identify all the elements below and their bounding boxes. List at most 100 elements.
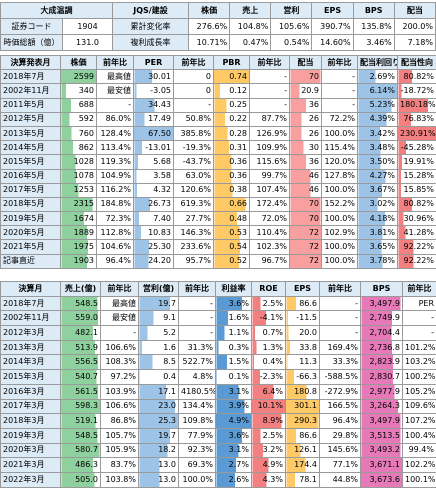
cell: 100.2% <box>402 369 436 385</box>
cell: 100.1% <box>402 471 436 488</box>
cell: 29.8% <box>319 427 361 444</box>
cell: 96.4% <box>319 413 361 429</box>
cell: 580.7 <box>60 442 101 459</box>
cell: 3.6% <box>215 427 252 444</box>
cell: 174.4 <box>285 457 320 473</box>
cell: 134.4% <box>178 398 216 415</box>
cell: 505.0 <box>60 471 101 488</box>
cell: 0.3% <box>215 339 252 356</box>
cell: 3.42% <box>357 125 398 142</box>
cell: -66.3 <box>285 369 320 385</box>
cell: 120.0% <box>321 154 358 170</box>
cell: 20.9 <box>289 83 322 99</box>
cell: 6.4% <box>251 383 286 400</box>
cell: 70 <box>289 196 322 213</box>
cell: 0 <box>173 83 214 99</box>
cell: 103.8% <box>100 471 139 488</box>
cell: 340 <box>60 83 97 99</box>
header-cell: 株価 <box>60 54 97 71</box>
cell: 688 <box>60 97 97 113</box>
row-label: 2021年5月 <box>0 239 61 255</box>
cell: 180.8 <box>285 383 320 400</box>
cell: -3.05 <box>133 83 174 99</box>
table-row: 2019年5月 1674 72.3% 7.40 27.7% 0.48 72.0% 70 100.… <box>0 211 436 227</box>
cell: 3,264.3 <box>360 398 403 415</box>
table-row: 2016年3月 561.5 103.9% 17.1 4180.5% 3.1% 6.4% 180… <box>0 383 436 400</box>
cell: 1028 <box>60 154 97 170</box>
cell: 0 <box>173 69 214 85</box>
header-cell: 前年比 <box>173 54 214 71</box>
cell: 13.0 <box>138 457 179 473</box>
cell: 0.31 <box>213 140 250 156</box>
cell: 301.1 <box>285 398 320 415</box>
header-cell: 配当 <box>289 54 322 71</box>
cell: 4.9% <box>215 413 252 429</box>
cell: 513.9 <box>60 339 101 356</box>
cell: - <box>96 97 134 113</box>
row-label: 2015年5月 <box>0 154 61 170</box>
cell: 109.8% <box>178 413 216 429</box>
cell: 8.5 <box>138 354 179 371</box>
row-label: 2012年5月 <box>0 111 61 127</box>
cell: 120.6% <box>173 182 214 198</box>
cell: 41.28% <box>397 225 436 241</box>
header-cell: 前年比 <box>96 54 134 71</box>
cell: 100.0% <box>321 211 358 227</box>
header-cell: PER <box>133 54 174 71</box>
cell: 大成温調 <box>0 2 113 19</box>
cell: 80.82% <box>397 69 436 85</box>
cell: - <box>178 295 216 312</box>
cell: 145.6% <box>319 442 361 459</box>
cell: 50.8% <box>173 111 214 127</box>
header-cell: 営利(億) <box>138 281 179 297</box>
cell: 34.43 <box>133 97 174 113</box>
row-label: 2012年3月 <box>0 325 61 341</box>
cell: 0.1% <box>215 369 252 385</box>
cell: 11.3 <box>285 354 320 371</box>
cell: 126.9% <box>249 125 290 142</box>
cell: 115.6% <box>249 154 290 170</box>
cell: 2.69% <box>357 69 398 85</box>
cell: 230.91% <box>397 125 436 142</box>
cell: 8.9% <box>251 413 286 429</box>
cell: 385.8% <box>173 125 214 142</box>
cell: - <box>402 310 436 327</box>
cell: 862 <box>60 140 97 156</box>
cell: 200.0% <box>393 18 436 35</box>
cell: 105.7% <box>100 427 139 444</box>
cell: 548.5 <box>60 427 101 444</box>
table-row: 2013年5月 760 128.4% 67.50 385.8% 0.28 126.9% 26 1… <box>0 125 436 142</box>
cell: 115.4% <box>321 140 358 156</box>
cell: 102.2% <box>402 457 436 473</box>
cell: 3.81% <box>357 225 398 241</box>
cell: 4.8% <box>178 369 216 385</box>
cell: 25.30 <box>133 239 174 255</box>
earnings-table: 決算月 売上(億) 前年比 営利(億) 前年比 利益率 ROE EPS 前年比 BPS 前年比 201… <box>0 281 436 488</box>
table-row: 2019年3月 548.5 105.7% 19.7 77.9% 3.6% 2.5% 86.6 2… <box>0 427 436 444</box>
cell: 128.4% <box>96 125 134 142</box>
header-cell: 売上(億) <box>60 281 101 297</box>
cell: 1.6 <box>138 339 179 356</box>
header-row: 決算発表月 株価 前年比 PER 前年比 PBR 前年比 配当 前年比 配当利回り 配当性向 <box>0 54 436 71</box>
table-row: 2018年3月 519.1 86.8% 25.3 109.8% 4.9% 8.9% 290.3… <box>0 413 436 429</box>
cell: 0.38 <box>213 182 250 198</box>
cell: 103.2% <box>402 354 436 371</box>
cell: 2.6% <box>215 471 252 488</box>
cell: 290.3 <box>285 413 320 429</box>
cell: 99.4% <box>402 442 436 459</box>
cell: 598.3 <box>60 398 101 415</box>
table-row: 2020年3月 580.7 105.9% 18.2 92.3% 3.1% 3.2% 126.1… <box>0 442 436 459</box>
cell: 77.9% <box>178 427 216 444</box>
cell: 135.8% <box>352 18 395 35</box>
cell: 14.60% <box>311 34 354 51</box>
cell: 4.3% <box>251 471 286 488</box>
cell: - <box>321 97 358 113</box>
cell: 3.58 <box>133 168 174 184</box>
table-row: 2016年5月 1078 104.9% 3.58 63.0% 0.36 99.7% 46 127… <box>0 168 436 184</box>
cell: 3.46% <box>352 34 395 51</box>
cell: 株価 <box>187 2 231 19</box>
header-cell: 決算月 <box>0 281 61 297</box>
cell: 184.8% <box>96 196 134 213</box>
cell: 69.3% <box>178 457 216 473</box>
